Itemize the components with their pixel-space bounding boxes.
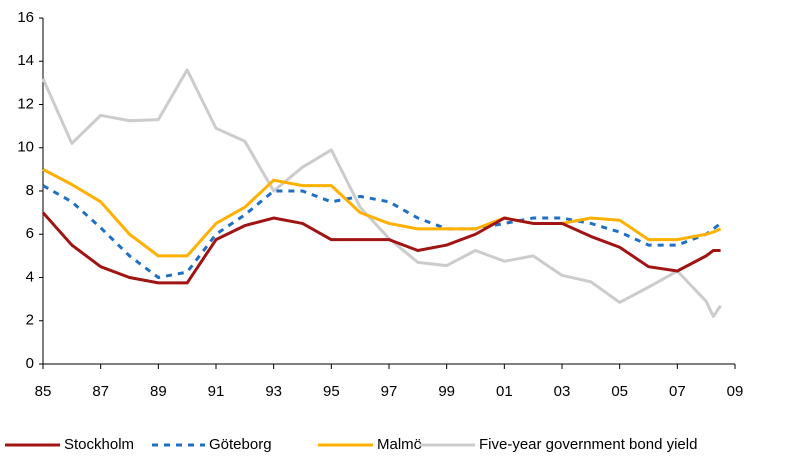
x-tick-label: 09 — [727, 383, 744, 400]
y-tick-label: 16 — [17, 9, 34, 26]
x-tick-label: 05 — [611, 383, 628, 400]
y-tick-label: 6 — [26, 225, 34, 242]
x-tick-label: 01 — [496, 383, 513, 400]
x-tick-label: 03 — [554, 383, 571, 400]
y-tick-label: 14 — [17, 52, 34, 69]
legend-label: Göteborg — [209, 436, 272, 453]
y-tick-label: 12 — [17, 95, 34, 112]
series-line — [42, 168, 722, 258]
x-tick-label: 87 — [92, 383, 109, 400]
y-tick-label: 4 — [26, 268, 34, 285]
x-tick-label: 91 — [208, 383, 225, 400]
series-line — [42, 184, 722, 279]
y-tick-label: 10 — [17, 139, 34, 156]
x-tick-label: 07 — [669, 383, 686, 400]
x-tick-label: 89 — [150, 383, 167, 400]
x-tick-label: 97 — [381, 383, 398, 400]
series-line — [41, 68, 722, 318]
x-tick-label: 99 — [438, 383, 455, 400]
y-tick-label: 2 — [26, 312, 34, 329]
legend-label: Five-year government bond yield — [479, 436, 697, 453]
y-tick-label: 0 — [26, 355, 34, 372]
x-tick-label: 95 — [323, 383, 340, 400]
legend-label: Malmö — [377, 436, 422, 453]
series-line — [41, 211, 721, 285]
x-tick-label: 93 — [265, 383, 282, 400]
x-tick-label: 85 — [35, 383, 52, 400]
legend-label: Stockholm — [64, 436, 134, 453]
y-tick-label: 8 — [26, 182, 34, 199]
